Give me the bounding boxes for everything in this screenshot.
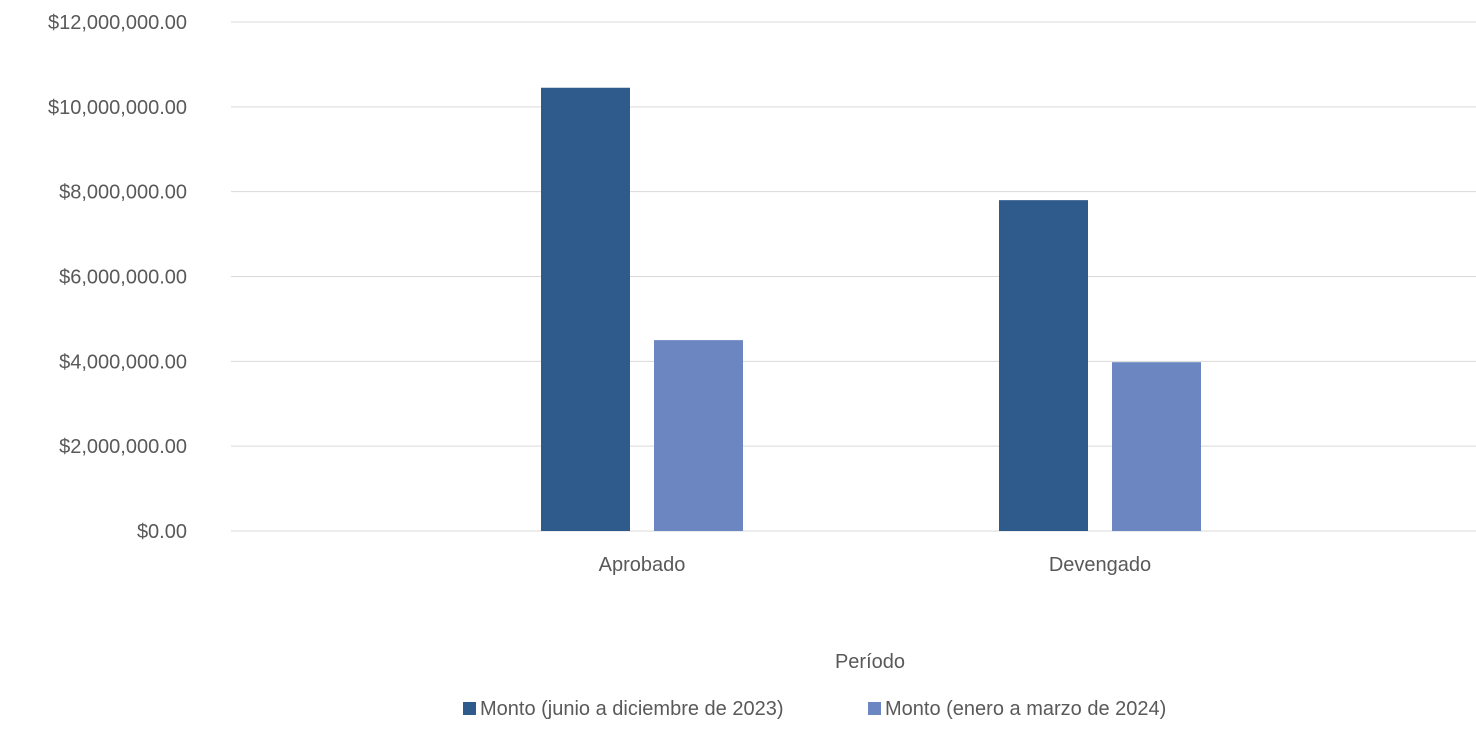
- legend-label: Monto (junio a diciembre de 2023): [480, 698, 784, 720]
- y-tick-label: $2,000,000.00: [59, 436, 187, 458]
- y-tick-label: $0.00: [137, 521, 187, 543]
- bar-aprobado-series-1: [541, 87, 630, 531]
- legend-label: Monto (enero a marzo de 2024): [885, 698, 1166, 720]
- y-axis-ticks: $0.00 $2,000,000.00 $4,000,000.00 $6,000,00…: [48, 12, 187, 543]
- bar-devengado-series-1: [999, 200, 1088, 531]
- y-tick-label: $6,000,000.00: [59, 267, 187, 289]
- y-tick-label: $4,000,000.00: [59, 351, 187, 373]
- gridlines: [231, 21, 1476, 532]
- y-tick-label: $8,000,000.00: [59, 182, 187, 204]
- x-tick-label: Aprobado: [599, 554, 686, 576]
- bar-aprobado-series-2: [654, 340, 743, 531]
- x-axis-label: Período: [835, 651, 905, 673]
- x-axis-ticks: Aprobado Devengado: [599, 554, 1152, 576]
- y-tick-label: $12,000,000.00: [48, 12, 187, 34]
- legend-swatch: [868, 702, 881, 715]
- legend-swatch: [463, 702, 476, 715]
- bars: [541, 87, 1201, 531]
- legend: Monto (junio a diciembre de 2023) Monto (…: [463, 698, 1166, 720]
- x-tick-label: Devengado: [1049, 554, 1151, 576]
- y-tick-label: $10,000,000.00: [48, 97, 187, 119]
- bar-devengado-series-2: [1112, 362, 1201, 531]
